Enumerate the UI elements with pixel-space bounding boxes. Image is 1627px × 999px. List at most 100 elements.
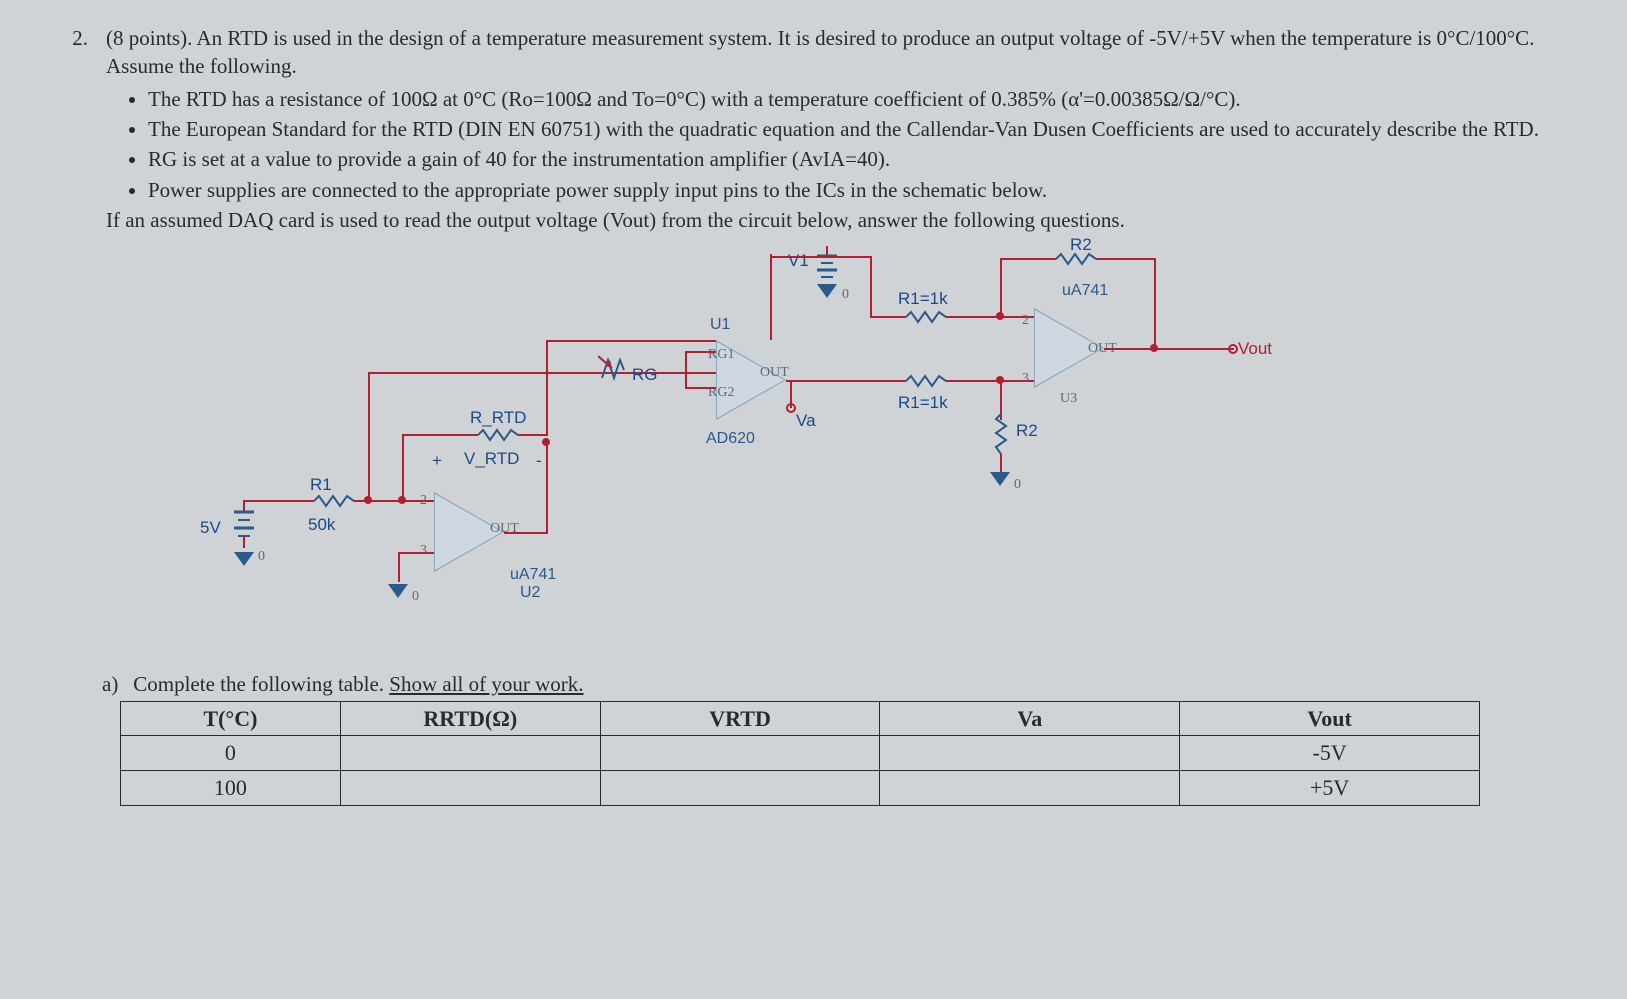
pin-2: 2 xyxy=(1022,312,1029,331)
resistor-rtd-icon xyxy=(478,428,518,442)
bullet-item: The RTD has a resistance of 100Ω at 0°C … xyxy=(148,85,1567,113)
node-dot xyxy=(996,376,1004,384)
resistor-icon xyxy=(906,310,946,324)
cell xyxy=(600,771,880,806)
part-a: a) Complete the following table. Show al… xyxy=(102,670,1567,698)
resistor-icon xyxy=(314,494,354,508)
wire xyxy=(1096,258,1156,260)
wire xyxy=(1000,258,1002,316)
label-v1: V1 xyxy=(788,250,809,273)
label-u1: U1 xyxy=(710,314,730,336)
label-r-rtd: R_RTD xyxy=(470,407,526,430)
wire xyxy=(870,256,872,316)
col-va: Va xyxy=(880,701,1180,736)
part-a-text: Complete the following table. xyxy=(133,672,389,696)
pin-2: 2 xyxy=(420,492,427,511)
label-5v: 5V xyxy=(200,517,221,540)
pin-3: 3 xyxy=(1022,370,1029,389)
label-minus: - xyxy=(536,450,542,473)
cell: -5V xyxy=(1180,736,1480,771)
bullet-item: RG is set at a value to provide a gain o… xyxy=(148,145,1567,173)
cell: 100 xyxy=(121,771,341,806)
label-zero: 0 xyxy=(258,548,265,567)
label-zero: 0 xyxy=(412,588,419,607)
resistor-icon xyxy=(1056,252,1096,266)
ground-icon xyxy=(232,550,256,568)
node-dot xyxy=(364,496,372,504)
bullet-list: The RTD has a resistance of 100Ω at 0°C … xyxy=(148,85,1567,204)
resistor-icon xyxy=(906,374,946,388)
part-a-underline: Show all of your work. xyxy=(389,672,583,696)
label-ua741-u3: uA741 xyxy=(1062,280,1108,302)
question-lead: (8 points). An RTD is used in the design… xyxy=(106,24,1567,81)
label-out: OUT xyxy=(760,364,789,383)
ground-icon xyxy=(815,282,839,300)
wire xyxy=(546,340,548,436)
label-u3: U3 xyxy=(1060,390,1077,409)
cell: 0 xyxy=(121,736,341,771)
cell xyxy=(880,771,1180,806)
wire xyxy=(870,316,906,318)
wire xyxy=(770,256,870,258)
wire xyxy=(402,434,478,436)
label-zero: 0 xyxy=(842,286,849,305)
bullet-item: The European Standard for the RTD (DIN E… xyxy=(148,115,1567,143)
wire xyxy=(244,500,314,502)
col-rrtd: RRTD(Ω) xyxy=(340,701,600,736)
table-row: 0 -5V xyxy=(121,736,1480,771)
wire xyxy=(1000,258,1056,260)
node-dot xyxy=(996,312,1004,320)
table-row: 100 +5V xyxy=(121,771,1480,806)
wire xyxy=(398,552,400,582)
question-body: (8 points). An RTD is used in the design… xyxy=(106,24,1567,234)
wire xyxy=(368,372,370,500)
resistor-icon xyxy=(994,414,1008,454)
label-r2-side: R2 xyxy=(1016,420,1038,443)
ground-icon xyxy=(988,470,1012,488)
col-vrtd: VRTD xyxy=(600,701,880,736)
wire xyxy=(1154,258,1156,348)
probe-icon xyxy=(782,402,800,416)
wire xyxy=(1104,348,1234,350)
col-vout: Vout xyxy=(1180,701,1480,736)
wire xyxy=(398,552,434,554)
label-r1-1k: R1=1k xyxy=(898,392,948,415)
answer-table: T(°C) RRTD(Ω) VRTD Va Vout 0 -5V 100 +5V xyxy=(120,701,1480,806)
label-vout: Vout xyxy=(1238,338,1272,361)
label-out: OUT xyxy=(490,520,519,539)
node-dot xyxy=(542,438,550,446)
node-dot xyxy=(1150,344,1158,352)
schematic-diagram: 5V 0 R1 50k 2 3 OUT uA741 U2 0 R_RTD + V… xyxy=(200,242,1400,662)
node-dot xyxy=(398,496,406,504)
bullet-item: Power supplies are connected to the appr… xyxy=(148,176,1567,204)
rg-link xyxy=(656,342,720,398)
cell xyxy=(340,736,600,771)
label-50k: 50k xyxy=(308,514,335,537)
label-plus: + xyxy=(432,450,442,473)
wire xyxy=(402,434,404,500)
wire xyxy=(946,380,1034,382)
wire xyxy=(946,316,1034,318)
cell xyxy=(340,771,600,806)
vsource-icon xyxy=(230,500,258,548)
label-zero: 0 xyxy=(1014,476,1021,495)
col-temp: T(°C) xyxy=(121,701,341,736)
question-block: 2. (8 points). An RTD is used in the des… xyxy=(60,24,1567,234)
ground-icon xyxy=(386,582,410,600)
cell xyxy=(880,736,1180,771)
label-r1-1k: R1=1k xyxy=(898,288,948,311)
wire xyxy=(546,442,548,534)
part-a-label: a) xyxy=(102,670,128,698)
wire xyxy=(518,434,548,436)
question-post: If an assumed DAQ card is used to read t… xyxy=(106,206,1567,234)
pot-icon xyxy=(598,352,628,382)
wire xyxy=(770,254,772,340)
cell xyxy=(600,736,880,771)
label-v-rtd: V_RTD xyxy=(464,448,519,471)
label-rg: RG xyxy=(632,364,658,387)
vout-node xyxy=(1228,344,1238,354)
table-header-row: T(°C) RRTD(Ω) VRTD Va Vout xyxy=(121,701,1480,736)
label-u2: U2 xyxy=(520,582,540,604)
label-ad620: AD620 xyxy=(706,428,755,450)
wire xyxy=(786,380,906,382)
